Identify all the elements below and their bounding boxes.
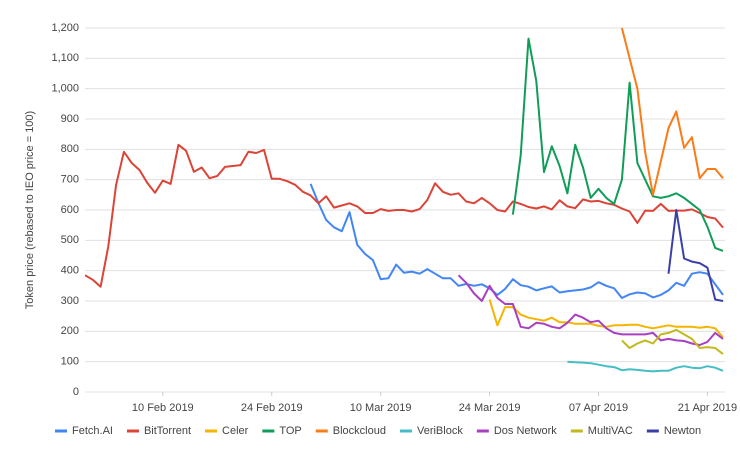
legend-item: Celer [205, 425, 249, 437]
legend-label: MultiVAC [588, 425, 633, 437]
y-tick-label: 800 [61, 143, 79, 155]
legend-item: VeriBlock [399, 425, 463, 437]
series-line [511, 37, 724, 252]
x-tick-label: 07 Apr 2019 [569, 402, 628, 414]
x-tick-label: 21 Apr 2019 [678, 402, 737, 414]
legend-label: Dos Network [494, 425, 557, 437]
y-tick-label: 400 [61, 265, 79, 277]
legend-label: Fetch.AI [72, 425, 113, 437]
series-line [620, 27, 724, 196]
series-line [567, 360, 724, 373]
y-tick-label: 0 [73, 386, 79, 398]
x-tick-label: 10 Mar 2019 [350, 402, 412, 414]
legend-item: Fetch.AI [55, 425, 113, 437]
y-tick-label: 700 [61, 174, 79, 186]
y-tick-label: 1,100 [51, 52, 79, 64]
series-line [457, 274, 724, 346]
legend-label: Blockcloud [333, 425, 386, 437]
x-tick-label: 24 Feb 2019 [241, 402, 303, 414]
legend-item: Newton [646, 425, 701, 437]
legend-item: TOP [262, 425, 302, 437]
y-tick-label: 900 [61, 113, 79, 125]
legend-label: Celer [222, 425, 249, 437]
legend-label: Newton [664, 425, 701, 437]
y-axis-title: Token price (rebased to IEO price = 100) [24, 111, 36, 309]
legend-item: Dos Network [476, 425, 557, 437]
y-tick-label: 300 [61, 295, 79, 307]
y-tick-label: 100 [61, 356, 79, 368]
series-line [667, 209, 724, 302]
legend-label: TOP [279, 425, 301, 437]
legend-item: BitTorrent [126, 425, 191, 437]
y-tick-label: 1,200 [51, 22, 79, 34]
y-tick-label: 200 [61, 325, 79, 337]
y-tick-label: 500 [61, 234, 79, 246]
y-tick-label: 1,000 [51, 83, 79, 95]
y-tick-label: 600 [61, 204, 79, 216]
legend-label: VeriBlock [417, 425, 463, 437]
x-tick-label: 10 Feb 2019 [132, 402, 194, 414]
series-line [621, 328, 724, 355]
series-line [85, 143, 724, 288]
series-line [309, 183, 724, 299]
x-tick-label: 24 Mar 2019 [459, 402, 521, 414]
legend-label: BitTorrent [144, 425, 191, 437]
series-line [488, 299, 724, 339]
legend-item: MultiVAC [570, 425, 633, 437]
legend-item: Blockcloud [315, 425, 386, 437]
